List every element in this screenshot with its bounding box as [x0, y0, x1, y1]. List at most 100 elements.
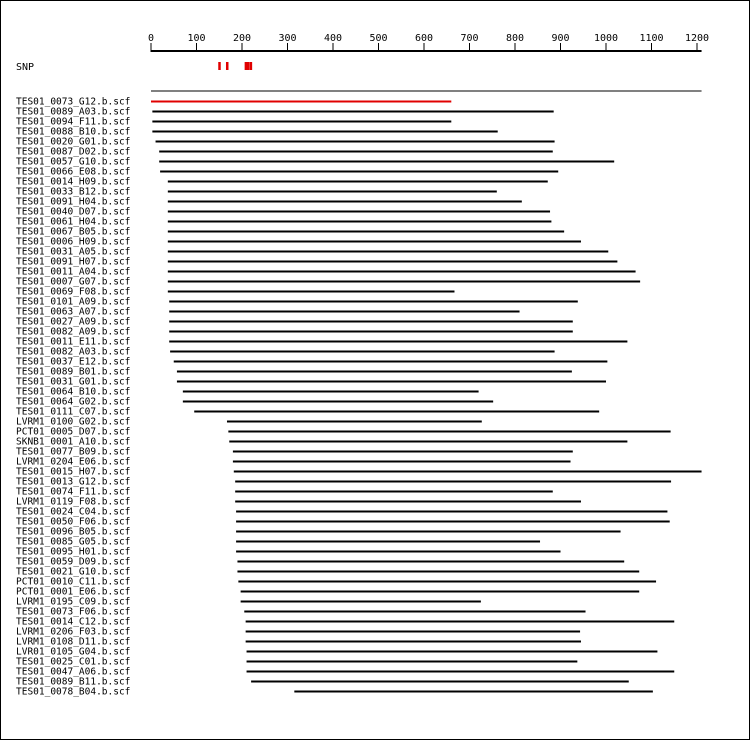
read-label: TES01_0089_B11.b.scf	[16, 677, 130, 688]
read-label: TES01_0014_C12.b.scf	[16, 617, 130, 628]
read-label: TES01_0025_C01.b.scf	[16, 657, 130, 668]
read-label: TES01_0015_H07.b.scf	[16, 467, 130, 478]
snp-marker	[244, 62, 248, 70]
axis-tick-label: 100	[187, 33, 205, 44]
read-row: LVRM1_0108_D11.b.scf	[16, 637, 581, 648]
read-label: TES01_0050_F06.b.scf	[16, 517, 130, 528]
snp-track-label: SNP	[16, 62, 34, 73]
read-row: PCT01_0010_C11.b.scf	[16, 577, 657, 588]
snp-track: SNP	[16, 62, 253, 73]
read-row: PCT01_0005_D07.b.scf	[16, 427, 671, 438]
read-label: TES01_0064_G02.b.scf	[16, 397, 130, 408]
read-label: TES01_0007_G07.b.scf	[16, 277, 130, 288]
axis-tick-label: 200	[233, 33, 251, 44]
read-label: TES01_0087_D02.b.scf	[16, 147, 130, 158]
read-label: TES01_0013_G12.b.scf	[16, 477, 130, 488]
read-label: TES01_0027_A09.b.scf	[16, 317, 130, 328]
read-row: TES01_0095_H01.b.scf	[16, 547, 561, 558]
read-row: TES01_0082_A03.b.scf	[16, 347, 555, 358]
read-row: TES01_0031_G01.b.scf	[16, 377, 606, 388]
read-label: LVRM1_0195_C09.b.scf	[16, 597, 130, 608]
read-row: TES01_0011_A04.b.scf	[16, 267, 636, 278]
read-row: TES01_0073_G12.b.scf	[16, 97, 452, 108]
read-row: TES01_0101_A09.b.scf	[16, 297, 578, 308]
read-row: TES01_0061_H04.b.scf	[16, 217, 552, 228]
read-row: TES01_0059_D09.b.scf	[16, 557, 625, 568]
read-label: TES01_0066_E08.b.scf	[16, 167, 130, 178]
read-row: TES01_0050_F06.b.scf	[16, 517, 670, 528]
read-label: TES01_0088_B10.b.scf	[16, 127, 130, 138]
read-row: TES01_0033_B12.b.scf	[16, 187, 497, 198]
read-row: TES01_0014_H09.b.scf	[16, 177, 548, 188]
read-row: TES01_0082_A09.b.scf	[16, 327, 573, 338]
read-label: TES01_0091_H04.b.scf	[16, 197, 130, 208]
snp-marker	[249, 62, 253, 70]
read-row: TES01_0085_G05.b.scf	[16, 537, 541, 548]
read-row: LVRM1_0119_F08.b.scf	[16, 497, 581, 508]
axis-tick-label: 600	[415, 33, 433, 44]
read-row: TES01_0047_A06.b.scf	[16, 667, 675, 678]
axis-tick-label: 900	[551, 33, 569, 44]
read-label: TES01_0014_H09.b.scf	[16, 177, 130, 188]
read-row: TES01_0021_G10.b.scf	[16, 567, 640, 578]
read-label: LVRM1_0100_G02.b.scf	[16, 417, 130, 428]
read-row: TES01_0013_G12.b.scf	[16, 477, 672, 488]
read-row: TES01_0074_F11.b.scf	[16, 487, 553, 498]
axis-tick-label: 1200	[685, 33, 709, 44]
read-row: LVRM1_0204_E06.b.scf	[16, 457, 571, 468]
read-label: TES01_0077_B09.b.scf	[16, 447, 130, 458]
read-label: TES01_0059_D09.b.scf	[16, 557, 130, 568]
axis-tick-label: 0	[148, 33, 154, 44]
read-row: LVRM1_0195_C09.b.scf	[16, 597, 481, 608]
read-row: TES01_0064_G02.b.scf	[16, 397, 494, 408]
read-row: TES01_0091_H07.b.scf	[16, 257, 618, 268]
read-row: TES01_0011_E11.b.scf	[16, 337, 628, 348]
read-row: TES01_0024_C04.b.scf	[16, 507, 668, 518]
read-row: TES01_0089_A03.b.scf	[16, 107, 554, 118]
read-label: TES01_0067_B05.b.scf	[16, 227, 130, 238]
read-row: LVR01_0105_G04.b.scf	[16, 647, 658, 658]
read-label: TES01_0074_F11.b.scf	[16, 487, 130, 498]
read-label: TES01_0096_B05.b.scf	[16, 527, 130, 538]
read-label: TES01_0069_F08.b.scf	[16, 287, 130, 298]
read-row: TES01_0006_H09.b.scf	[16, 237, 581, 248]
read-label: TES01_0031_A05.b.scf	[16, 247, 130, 258]
read-row: TES01_0091_H04.b.scf	[16, 197, 522, 208]
read-row: TES01_0087_D02.b.scf	[16, 147, 553, 158]
read-label: LVR01_0105_G04.b.scf	[16, 647, 130, 658]
read-row: TES01_0031_A05.b.scf	[16, 247, 609, 258]
read-alignments: TES01_0073_G12.b.scfTES01_0089_A03.b.scf…	[16, 97, 702, 698]
read-row: TES01_0094_F11.b.scf	[16, 117, 452, 128]
read-label: TES01_0021_G10.b.scf	[16, 567, 130, 578]
read-row: TES01_0027_A09.b.scf	[16, 317, 573, 328]
read-label: TES01_0024_C04.b.scf	[16, 507, 130, 518]
read-label: TES01_0085_G05.b.scf	[16, 537, 130, 548]
read-row: TES01_0073_F06.b.scf	[16, 607, 586, 618]
axis-tick-label: 500	[369, 33, 387, 44]
read-label: TES01_0101_A09.b.scf	[16, 297, 130, 308]
read-row: LVRM1_0206_F03.b.scf	[16, 627, 581, 638]
read-row: TES01_0020_G01.b.scf	[16, 137, 555, 148]
read-label: TES01_0111_C07.b.scf	[16, 407, 130, 418]
read-label: TES01_0063_A07.b.scf	[16, 307, 130, 318]
axis-tick-label: 700	[460, 33, 478, 44]
read-label: PCT01_0010_C11.b.scf	[16, 577, 130, 588]
read-label: TES01_0006_H09.b.scf	[16, 237, 130, 248]
snp-marker	[225, 62, 229, 70]
read-row: TES01_0089_B01.b.scf	[16, 367, 572, 378]
read-label: TES01_0091_H07.b.scf	[16, 257, 130, 268]
read-label: LVRM1_0204_E06.b.scf	[16, 457, 130, 468]
position-axis: 0 100 200 300 400 500 600 700 800 900 1000 1100 1200	[148, 33, 709, 52]
read-label: TES01_0089_B01.b.scf	[16, 367, 130, 378]
read-label: TES01_0082_A03.b.scf	[16, 347, 130, 358]
read-row: TES01_0078_B04.b.scf	[16, 687, 653, 698]
read-label: TES01_0064_B10.b.scf	[16, 387, 130, 398]
read-row: TES01_0077_B09.b.scf	[16, 447, 573, 458]
read-label: TES01_0095_H01.b.scf	[16, 547, 130, 558]
read-row: TES01_0111_C07.b.scf	[16, 407, 600, 418]
axis-tick-label: 800	[506, 33, 524, 44]
read-label: TES01_0037_E12.b.scf	[16, 357, 130, 368]
read-label: TES01_0047_A06.b.scf	[16, 667, 130, 678]
read-row: TES01_0066_E08.b.scf	[16, 167, 559, 178]
read-label: LVRM1_0206_F03.b.scf	[16, 627, 130, 638]
